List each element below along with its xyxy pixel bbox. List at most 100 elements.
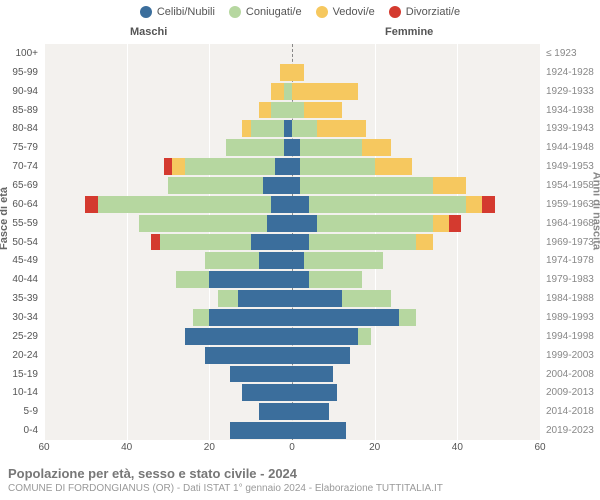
- bar-segment: [292, 309, 399, 326]
- bar-segment: [193, 309, 210, 326]
- bar-segment: [362, 139, 391, 156]
- birth-label: 1999-2003: [542, 346, 600, 365]
- bar-segment: [292, 328, 358, 345]
- bar-row: [44, 44, 540, 63]
- legend-dot: [389, 6, 401, 18]
- bar-segment: [205, 252, 259, 269]
- male-bar: [44, 234, 292, 251]
- bar-row: [44, 289, 540, 308]
- female-bar: [292, 271, 540, 288]
- plot-area: [44, 44, 540, 440]
- birth-label: 1969-1973: [542, 233, 600, 252]
- bar-segment: [209, 271, 292, 288]
- male-bar: [44, 271, 292, 288]
- bar-segment: [185, 158, 276, 175]
- female-bar: [292, 64, 540, 81]
- bar-row: [44, 63, 540, 82]
- age-label: 25-29: [0, 327, 42, 346]
- bar-segment: [259, 403, 292, 420]
- bar-segment: [292, 366, 333, 383]
- bar-segment: [317, 215, 433, 232]
- male-bar: [44, 366, 292, 383]
- bar-row: [44, 383, 540, 402]
- birth-label: 1949-1953: [542, 157, 600, 176]
- x-tick-label: 40: [121, 442, 132, 453]
- bar-segment: [242, 384, 292, 401]
- male-bar: [44, 102, 292, 119]
- female-bar: [292, 45, 540, 62]
- legend-dot: [140, 6, 152, 18]
- female-bar: [292, 309, 540, 326]
- age-label: 90-94: [0, 82, 42, 101]
- bar-segment: [292, 252, 304, 269]
- chart-title: Popolazione per età, sesso e stato civil…: [8, 466, 592, 481]
- age-label: 70-74: [0, 157, 42, 176]
- age-label: 5-9: [0, 402, 42, 421]
- age-label: 80-84: [0, 119, 42, 138]
- female-bar: [292, 252, 540, 269]
- male-bar: [44, 422, 292, 439]
- female-bar: [292, 83, 540, 100]
- bar-row: [44, 327, 540, 346]
- bar-segment: [230, 366, 292, 383]
- birth-label: ≤ 1923: [542, 44, 600, 63]
- bar-segment: [304, 252, 383, 269]
- birth-label: 2009-2013: [542, 383, 600, 402]
- bar-segment: [251, 234, 292, 251]
- bar-segment: [259, 102, 271, 119]
- bar-row: [44, 233, 540, 252]
- legend-item: Celibi/Nubili: [140, 6, 215, 18]
- male-bar: [44, 403, 292, 420]
- bar-segment: [482, 196, 494, 213]
- age-label: 10-14: [0, 383, 42, 402]
- bar-segment: [242, 120, 250, 137]
- age-label: 60-64: [0, 195, 42, 214]
- legend: Celibi/NubiliConiugati/eVedovi/eDivorzia…: [0, 0, 600, 20]
- bar-segment: [292, 347, 350, 364]
- legend-label: Vedovi/e: [333, 6, 375, 18]
- bar-segment: [85, 196, 97, 213]
- female-bar: [292, 196, 540, 213]
- bar-row: [44, 308, 540, 327]
- bar-segment: [292, 384, 337, 401]
- birth-label: 1959-1963: [542, 195, 600, 214]
- bar-segment: [271, 196, 292, 213]
- bar-row: [44, 138, 540, 157]
- x-tick-label: 20: [204, 442, 215, 453]
- bar-segment: [304, 102, 341, 119]
- bar-segment: [300, 158, 374, 175]
- bar-row: [44, 101, 540, 120]
- bar-segment: [205, 347, 292, 364]
- male-bar: [44, 309, 292, 326]
- bar-rows: [44, 44, 540, 440]
- chart-subtitle: COMUNE DI FORDONGIANUS (OR) - Dati ISTAT…: [8, 483, 592, 494]
- gridline: [540, 44, 541, 440]
- birth-label: 1989-1993: [542, 308, 600, 327]
- x-tick-label: 40: [452, 442, 463, 453]
- age-label: 55-59: [0, 214, 42, 233]
- bar-segment: [238, 290, 292, 307]
- age-label: 45-49: [0, 251, 42, 270]
- bar-segment: [292, 290, 342, 307]
- birth-label: 1944-1948: [542, 138, 600, 157]
- female-bar: [292, 347, 540, 364]
- age-label: 65-69: [0, 176, 42, 195]
- bar-segment: [292, 234, 309, 251]
- female-bar: [292, 366, 540, 383]
- bar-segment: [292, 422, 346, 439]
- bar-row: [44, 346, 540, 365]
- bar-segment: [292, 102, 304, 119]
- age-label: 95-99: [0, 63, 42, 82]
- bar-segment: [292, 403, 329, 420]
- birth-label: 1924-1928: [542, 63, 600, 82]
- bar-segment: [292, 271, 309, 288]
- bar-segment: [226, 139, 284, 156]
- birth-label: 2014-2018: [542, 402, 600, 421]
- age-label: 75-79: [0, 138, 42, 157]
- male-bar: [44, 64, 292, 81]
- bar-segment: [399, 309, 416, 326]
- age-label: 0-4: [0, 421, 42, 440]
- female-bar: [292, 158, 540, 175]
- bar-segment: [317, 120, 367, 137]
- male-bar: [44, 177, 292, 194]
